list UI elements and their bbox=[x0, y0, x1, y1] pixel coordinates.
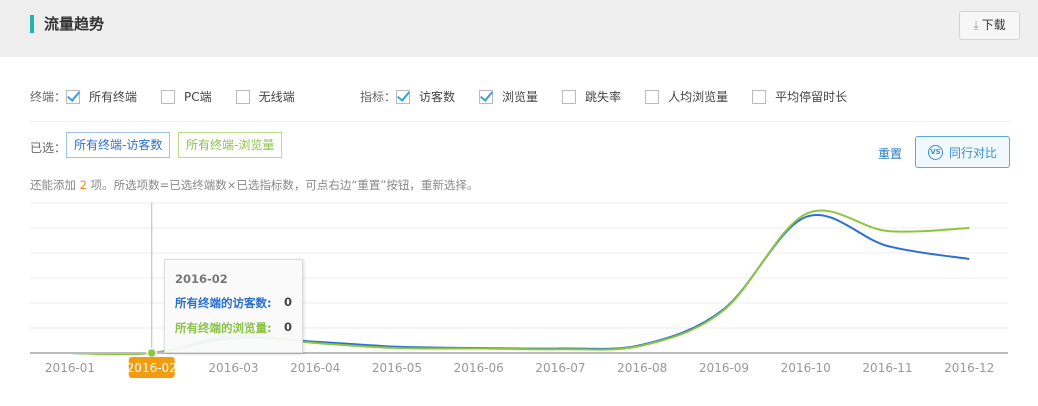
x-tick-label: 2016-02 bbox=[127, 361, 177, 375]
hover-point bbox=[146, 347, 157, 359]
selected-tag-pageviews[interactable]: 所有终端-浏览量 bbox=[178, 132, 283, 158]
x-tick-label: 2016-03 bbox=[208, 361, 258, 375]
metric-option-visitors[interactable]: 访客数 bbox=[396, 88, 455, 106]
chart-tooltip: 2016-02 所有终端的访客数: 0 所有终端的浏览量: 0 bbox=[164, 259, 303, 353]
option-label: 访客数 bbox=[419, 90, 456, 104]
x-tick-label: 2016-10 bbox=[781, 361, 831, 375]
x-tick-label: 2016-01 bbox=[45, 361, 95, 375]
option-label: 平均停留时长 bbox=[775, 90, 848, 104]
metric-option-bounce[interactable]: 跳失率 bbox=[562, 88, 621, 106]
x-tick-label: 2016-12 bbox=[944, 361, 994, 375]
terminal-option-wireless[interactable]: 无线端 bbox=[235, 88, 295, 106]
compare-label: 同行对比 bbox=[948, 145, 997, 160]
terminal-option-pc[interactable]: PC端 bbox=[161, 88, 212, 106]
checkbox[interactable] bbox=[479, 90, 494, 104]
page-title: 流量趋势 bbox=[30, 15, 104, 33]
divider bbox=[30, 121, 1010, 122]
metric-option-avg-time[interactable]: 平均停留时长 bbox=[752, 88, 847, 106]
checkbox[interactable] bbox=[66, 90, 81, 104]
option-label: PC端 bbox=[184, 90, 212, 104]
terminal-label: 终端： bbox=[30, 90, 67, 104]
hint-count: 2 bbox=[79, 178, 87, 192]
option-label: 跳失率 bbox=[585, 90, 622, 104]
tooltip-row-visitors: 所有终端的访客数: 0 bbox=[175, 295, 292, 311]
option-label: 无线端 bbox=[258, 90, 295, 104]
compare-button[interactable]: VS 同行对比 bbox=[915, 136, 1010, 168]
x-tick-label: 2016-08 bbox=[617, 361, 667, 375]
download-label: 下载 bbox=[981, 18, 1006, 32]
download-icon: ⤓ bbox=[973, 18, 979, 32]
checkbox[interactable] bbox=[562, 90, 577, 104]
checkbox[interactable] bbox=[396, 90, 411, 104]
metric-option-pageviews[interactable]: 浏览量 bbox=[479, 88, 538, 106]
terminal-option-all[interactable]: 所有终端 bbox=[66, 88, 137, 106]
metric-filter: 指标： 访客数 浏览量 跳失率 人均浏览量 平均停留时长 bbox=[360, 88, 871, 106]
option-label: 浏览量 bbox=[502, 90, 539, 104]
reset-link[interactable]: 重置 bbox=[878, 147, 903, 161]
trend-chart[interactable]: 2016-01 2016-02 2016-03 2016-04 2016-05 2016-… bbox=[0, 195, 1038, 395]
tooltip-label: 所有终端的访客数: bbox=[175, 296, 272, 310]
tooltip-label: 所有终端的浏览量: bbox=[175, 321, 272, 335]
x-tick-label: 2016-07 bbox=[535, 361, 585, 375]
checkbox[interactable] bbox=[161, 90, 176, 104]
tooltip-value: 0 bbox=[283, 320, 292, 334]
vs-icon: VS bbox=[927, 144, 943, 160]
download-button[interactable]: ⤓ 下载 bbox=[959, 11, 1020, 40]
x-tick-highlight bbox=[128, 357, 175, 378]
selected-label: 已选： bbox=[30, 141, 67, 155]
metric-option-avg-pv[interactable]: 人均浏览量 bbox=[645, 88, 728, 106]
header: 流量趋势 ⤓ 下载 bbox=[0, 0, 1038, 57]
selected-tag-visitors[interactable]: 所有终端-访客数 bbox=[66, 132, 171, 158]
checkbox[interactable] bbox=[645, 90, 660, 104]
x-tick-label: 2016-11 bbox=[862, 361, 912, 375]
metric-label: 指标： bbox=[360, 90, 397, 104]
x-tick-label: 2016-04 bbox=[290, 361, 340, 375]
hint-pre: 还能添加 bbox=[30, 178, 80, 192]
option-label: 所有终端 bbox=[89, 90, 138, 104]
option-label: 人均浏览量 bbox=[668, 90, 729, 104]
checkbox[interactable] bbox=[752, 90, 767, 104]
checkbox[interactable] bbox=[235, 90, 250, 104]
hint-post: 项。所选项数=已选终端数×已选指标数，可点右边“重置”按钮，重新选择。 bbox=[86, 178, 479, 192]
tooltip-value: 0 bbox=[283, 295, 292, 309]
x-tick-label: 2016-06 bbox=[454, 361, 504, 375]
hint-text: 还能添加 2 项。所选项数=已选终端数×已选指标数，可点右边“重置”按钮，重新选… bbox=[30, 177, 478, 193]
tooltip-date: 2016-02 bbox=[175, 272, 228, 286]
x-tick-label: 2016-05 bbox=[372, 361, 422, 375]
x-tick-label: 2016-09 bbox=[699, 361, 749, 375]
terminal-filter: 终端： 所有终端 PC端 无线端 bbox=[30, 88, 319, 106]
tooltip-row-pageviews: 所有终端的浏览量: 0 bbox=[175, 320, 292, 336]
